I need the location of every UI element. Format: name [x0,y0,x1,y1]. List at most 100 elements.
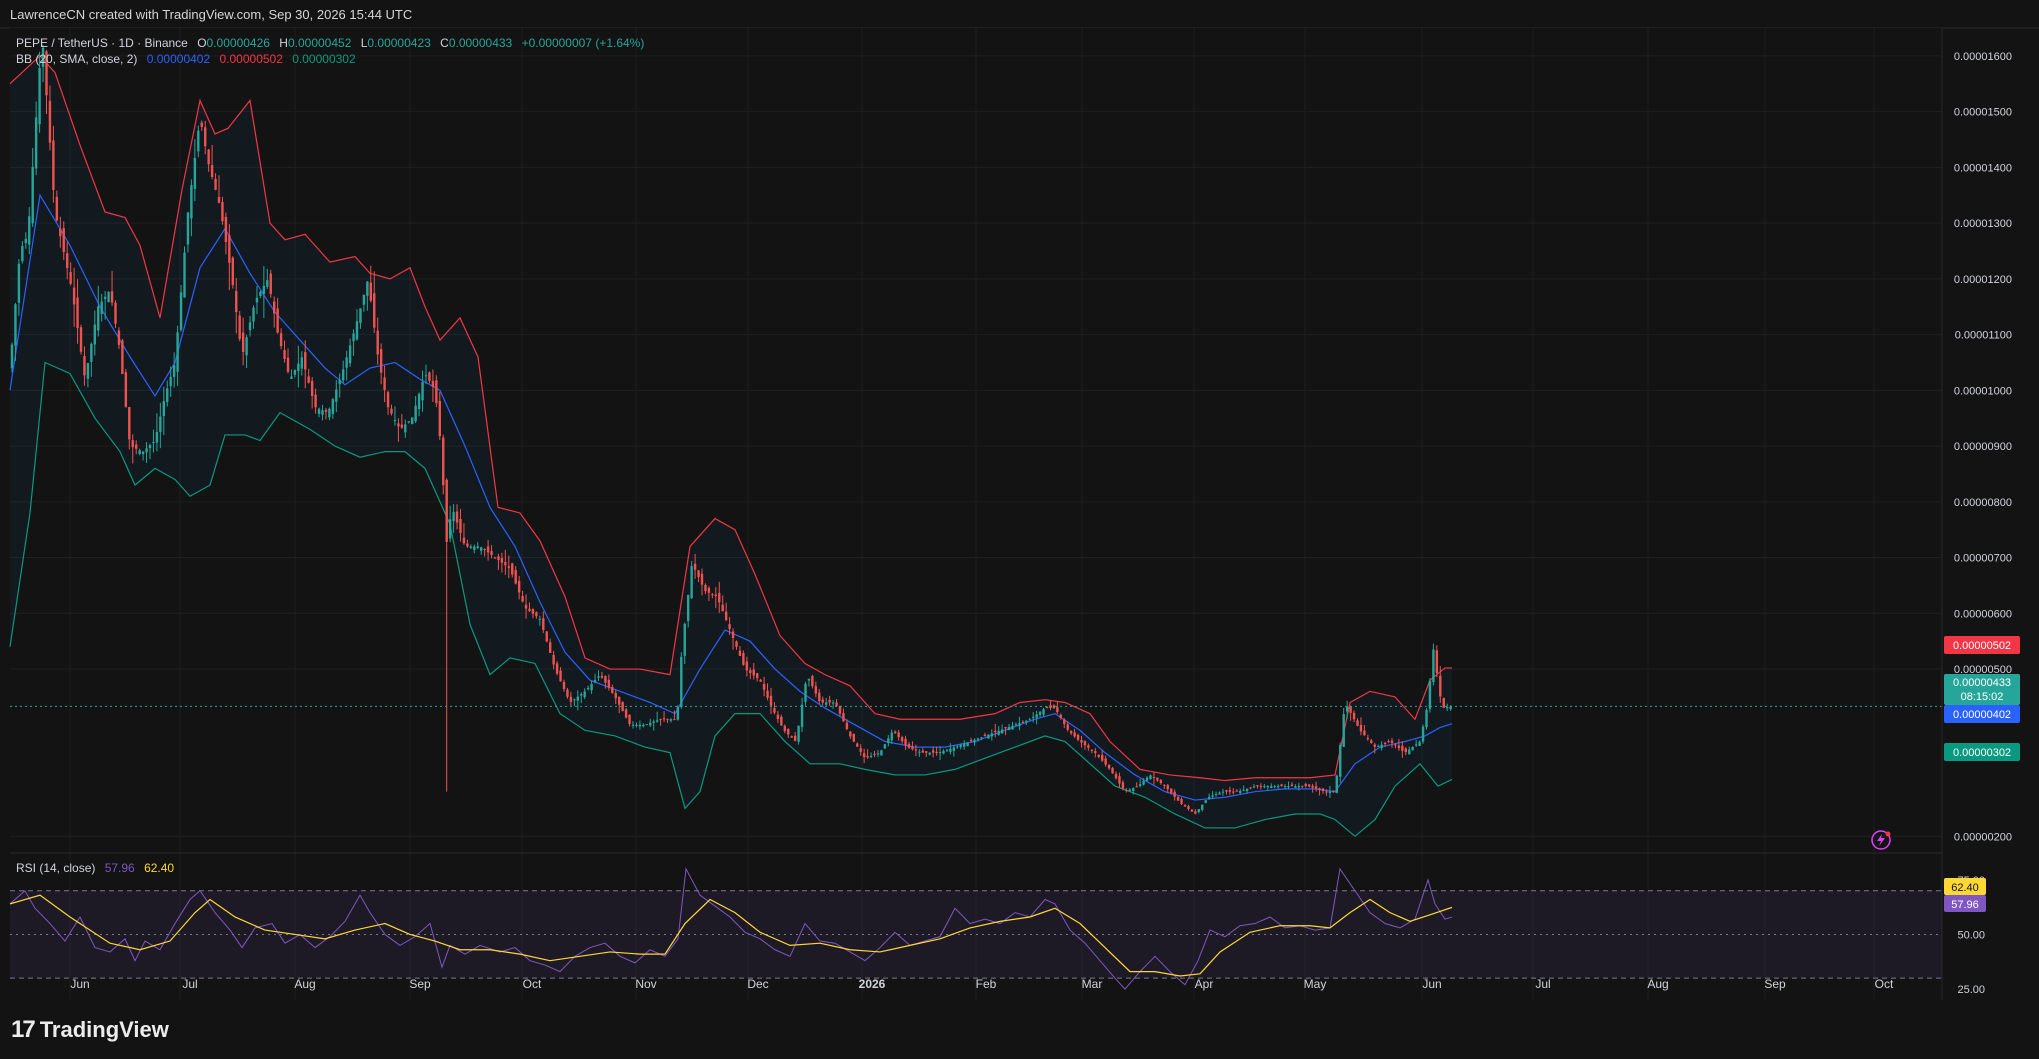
ohlc-open-label: O [197,36,206,50]
lightning-icon[interactable] [1871,830,1891,850]
symbol-legend[interactable]: PEPE / TetherUS · 1D · Binance O0.000004… [16,36,644,66]
candle-body [1066,724,1069,730]
candle-body [511,563,514,575]
candle-body [1197,809,1200,813]
candle-body [749,670,752,673]
candle-body [990,733,993,737]
candle-body [1076,734,1080,740]
candle-body [193,157,197,189]
candle-body [545,631,548,642]
candle-body [707,587,711,593]
basis-badge-text: 0.00000402 [1953,709,2011,721]
candle-body [966,742,969,747]
candle-body [724,611,728,621]
candle-body [45,51,48,96]
candle-body [504,561,507,566]
candle-body [718,592,721,603]
candle-body [825,702,828,705]
bb-basis-line [9,193,1453,801]
lightning-icon-ring [1871,830,1891,850]
candle-body [1252,786,1256,788]
candle-body [524,604,528,609]
candle-body [1294,786,1297,788]
candle-body [1304,784,1307,787]
candle-body [186,212,190,245]
upper-band-badge: 0.00000502 [1944,636,2020,654]
candle-body [793,735,797,741]
candle-body [531,609,535,614]
candle-body [390,408,393,414]
candle-body [1052,705,1056,709]
candle-body [1180,798,1183,804]
lower-band-badge: 0.00000302 [1944,743,2020,761]
rsi-pane[interactable] [9,867,1942,990]
candle-body [507,566,510,568]
candle-body [1159,780,1163,784]
candle-body [1059,714,1062,719]
candle-body [34,117,38,169]
candle-body [1311,785,1314,788]
candle-body [438,400,441,437]
candle-body [859,748,862,752]
candle-body [245,337,248,356]
candle-body [286,357,290,372]
candle-body [676,706,680,720]
candle-body [1163,784,1166,786]
candle-body [942,750,945,754]
candle-body [573,699,576,701]
candle-body [887,738,890,743]
candle-body [1345,706,1349,712]
candle-body [1321,788,1325,792]
candle-body [455,511,459,523]
candle-body [890,732,893,741]
candle-body [714,594,717,597]
candle-body [1359,725,1363,732]
candle-body [28,216,31,245]
candle-body [1101,754,1104,761]
candle-body [1397,745,1401,749]
candle-body [683,623,686,656]
footer [0,1005,2039,1059]
ohlc-open-value: 0.00000426 [207,36,271,50]
candle-body [1032,716,1035,718]
candle-body [359,308,362,323]
candle-body [48,100,52,143]
candle-body [687,594,690,622]
time-tick-label: Sep [409,977,431,991]
candle-body [107,291,110,303]
rsi-legend[interactable]: RSI (14, close) 57.96 62.40 [16,861,174,875]
chart-svg[interactable]: 0.00001600 0.00001500 0.00001400 0.00001300… [0,0,2039,1005]
candle-body [490,551,493,555]
candle-body [476,546,479,549]
candle-body [1097,754,1100,757]
candle-body [228,235,231,263]
price-tick-label: 0.00000900 [1954,441,2012,453]
candle-body [452,512,455,522]
candle-body [538,618,542,620]
candle-body [649,722,652,726]
candle-body [307,376,310,383]
candle-body [787,728,790,735]
candle-body [262,285,266,294]
candle-body [759,679,762,682]
candle-body [210,165,214,178]
price-axis[interactable]: 0.00001600 0.00001500 0.00001400 0.00001300… [1954,51,2012,843]
time-tick-label: Oct [1875,977,1894,991]
candle-body [1176,797,1180,801]
last-price-badge: 0.00000433 08:15:02 [1944,674,2020,705]
candle-body [1187,806,1190,810]
time-axis[interactable]: Jun Jul Aug Sep Oct Nov Dec 2026 Feb Mar Apr May Jun… [70,977,1894,991]
candle-body [1245,788,1249,792]
tradingview-logo[interactable]: 17 TradingView [11,1016,169,1044]
candle-body [569,696,573,702]
candle-body [314,394,317,408]
candle-body [638,724,642,727]
candle-body [273,301,276,314]
candle-body [459,518,462,533]
candle-body [1373,744,1376,747]
candle-body [1063,719,1066,724]
price-tick-label: 0.00001500 [1954,107,2012,119]
candle-body [738,650,742,656]
candle-body [1411,746,1414,751]
time-tick-label: Dec [747,977,768,991]
